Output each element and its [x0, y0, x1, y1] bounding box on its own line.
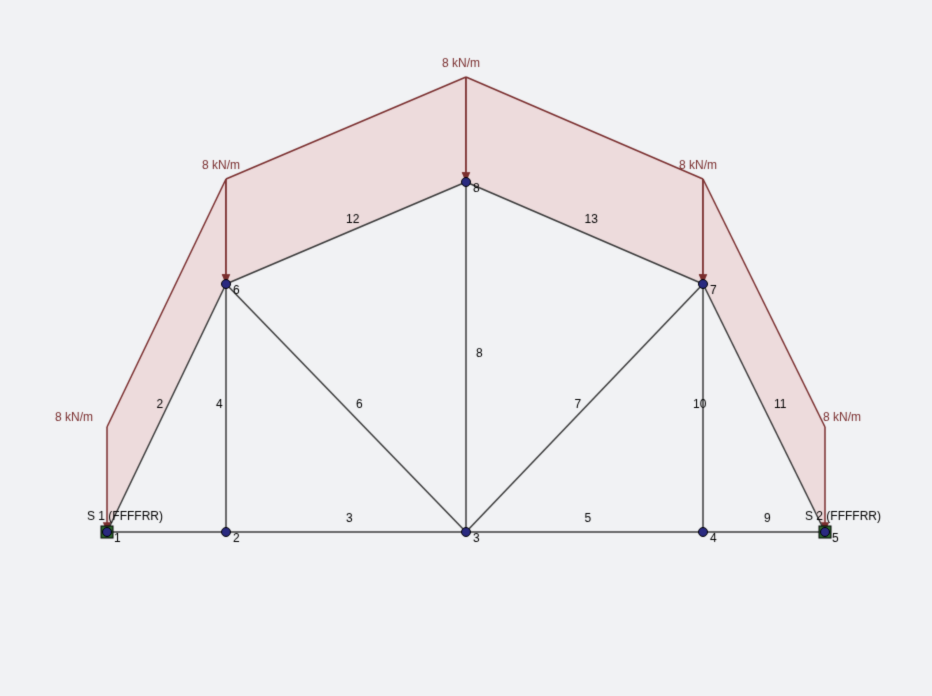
truss-diagram-canvas	[0, 0, 932, 696]
